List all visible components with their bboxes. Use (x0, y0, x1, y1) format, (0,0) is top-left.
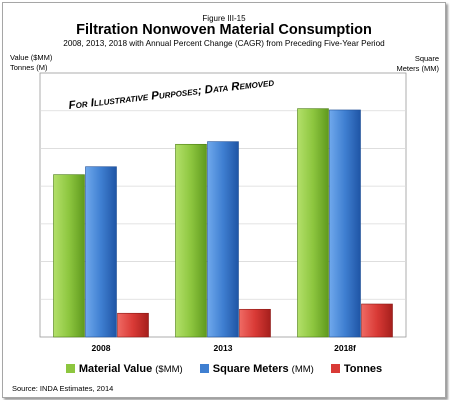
y-axis-label-left: Value ($MM) Tonnes (M) (10, 53, 52, 73)
source-note: Source: INDA Estimates, 2014 (12, 384, 114, 393)
y-axis-label-left-line1: Value ($MM) (10, 53, 53, 62)
chart-title: Filtration Nonwoven Material Consumption (76, 22, 372, 38)
legend-unit: (MM) (291, 364, 314, 375)
legend-label: Tonnes (343, 363, 383, 375)
y-axis-label-right-line2: Meters (MM) (396, 64, 440, 73)
bar-tonnes-2008 (117, 312, 149, 338)
x-tick-labels: 2008 2013 2018f (92, 343, 356, 353)
bars-group (53, 108, 393, 338)
x-tick-label: 2013 (214, 343, 233, 353)
legend-swatch-blue (199, 364, 209, 373)
legend-swatch-red (330, 364, 340, 373)
y-axis-label-left-line2: Tonnes (M) (10, 63, 48, 72)
x-tick-label: 2018f (334, 343, 356, 353)
legend-label: Material Value (78, 363, 153, 375)
bar-material-value-2018f (297, 108, 329, 338)
legend-swatch-green (65, 364, 75, 373)
x-tick-label: 2008 (92, 343, 111, 353)
legend-label: Square Meters (212, 363, 289, 375)
legend-item-tonnes: Tonnes (330, 363, 383, 375)
bar-material-value-2008 (53, 174, 85, 338)
bar-tonnes-2018f (361, 303, 393, 338)
chart-subtitle: 2008, 2013, 2018 with Annual Percent Cha… (63, 39, 385, 48)
legend: Material Value ($MM) Square Meters (MM) … (3, 363, 445, 375)
bar-tonnes-2013 (239, 308, 271, 338)
bar-square-meters-2013 (207, 141, 239, 338)
y-axis-label-right-line1: Square (414, 54, 439, 63)
bar-square-meters-2008 (85, 166, 117, 338)
bar-chart: 2008 2013 2018f For Illustrative Purposes;… (39, 72, 407, 353)
legend-item-square-meters: Square Meters (MM) (199, 363, 314, 375)
bar-material-value-2013 (175, 143, 207, 338)
legend-item-material-value: Material Value ($MM) (65, 363, 183, 375)
legend-unit: ($MM) (155, 364, 183, 375)
figure-label: Figure III-15 (202, 14, 246, 23)
y-axis-label-right: Square Meters (MM) (397, 54, 440, 74)
chart-frame: Figure III-15 Filtration Nonwoven Materi… (2, 2, 446, 398)
bar-square-meters-2018f (329, 109, 361, 338)
